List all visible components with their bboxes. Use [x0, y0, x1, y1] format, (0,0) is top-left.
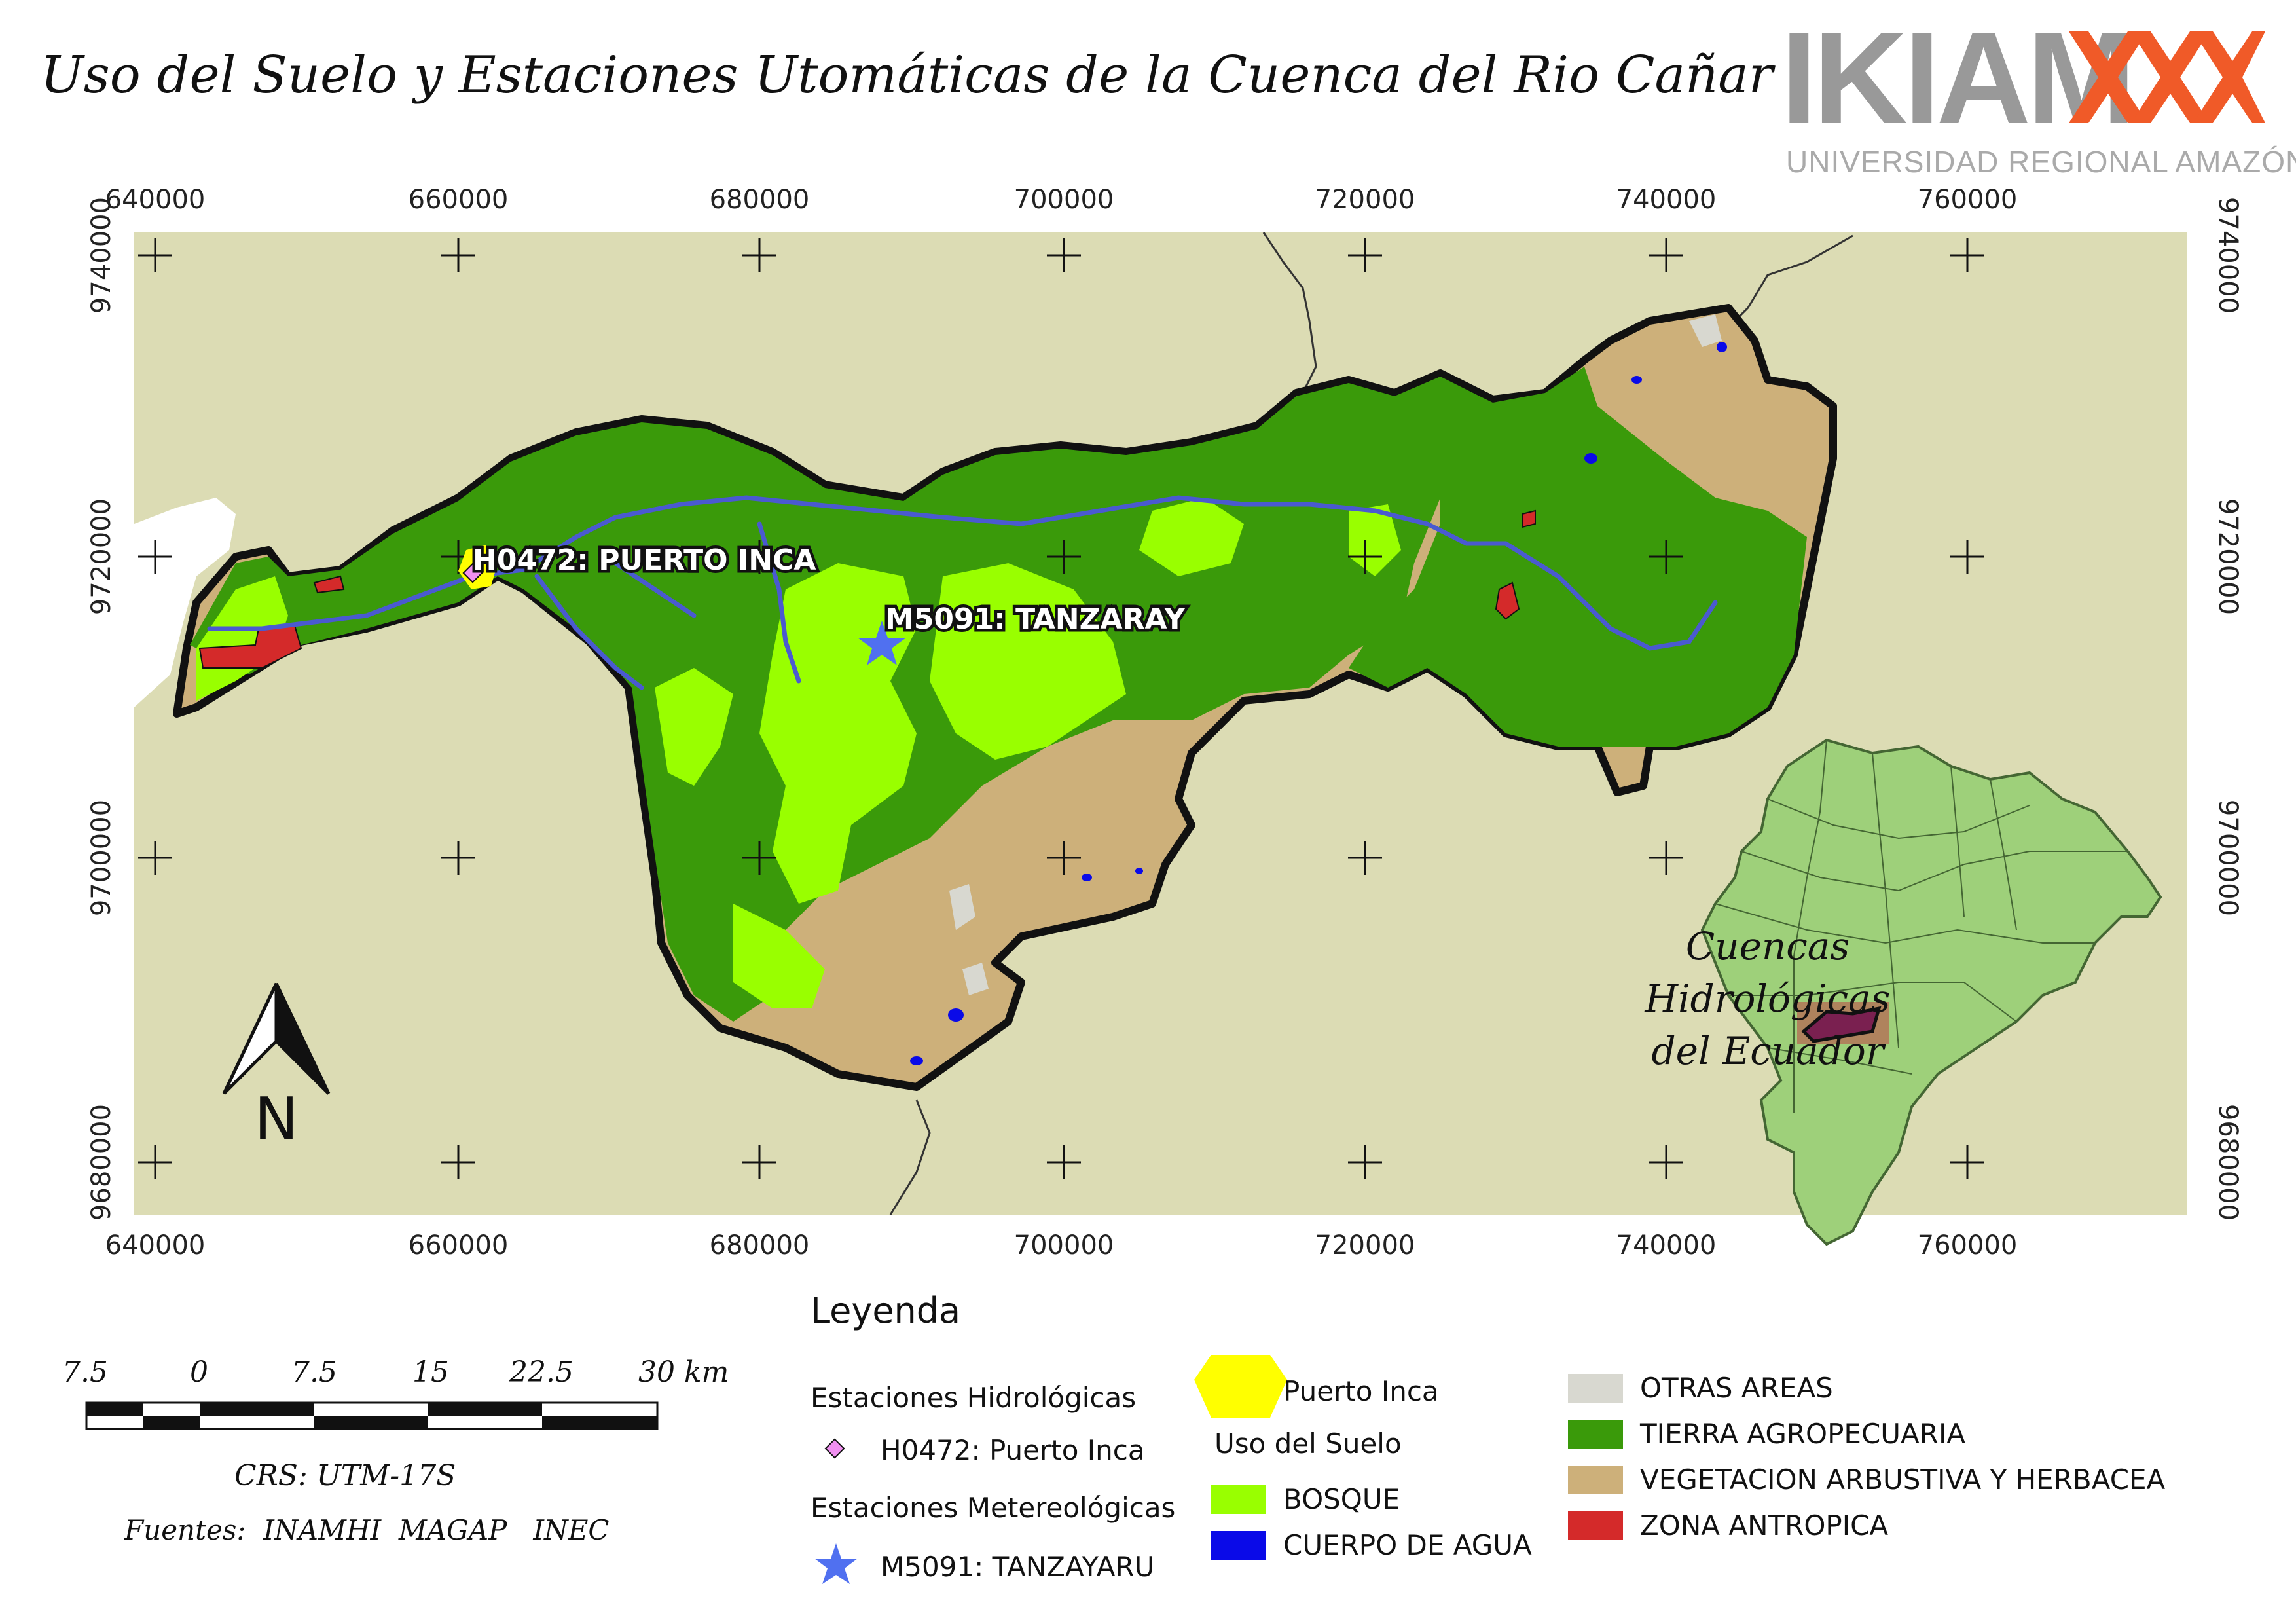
legend-swatch-agro: [1568, 1420, 1623, 1449]
y-tick-left-label: 9680000: [86, 1104, 117, 1221]
legend-land-use-group: Uso del Suelo: [1214, 1428, 1402, 1460]
brand-subtitle: UNIVERSIDAD REGIONAL AMAZÓNICA: [1786, 145, 2296, 179]
station-hydro-marker: [458, 545, 498, 589]
legend-swatch-bosque: [1211, 1485, 1266, 1514]
x-tick-top-label: 720000: [1315, 185, 1415, 215]
inset-ecuador-map: [1700, 738, 2162, 1246]
scale-label-1: 0: [190, 1356, 208, 1389]
scale-label-4: 22.5: [509, 1356, 574, 1389]
legend-meteo-item: M5091: TANZAYARU: [881, 1551, 1155, 1583]
x-tick-bottom-label: 760000: [1918, 1230, 2018, 1261]
legend-meteo-marker-icon: [814, 1543, 858, 1584]
scale-label-0: 7.5: [62, 1356, 108, 1389]
north-label: N: [254, 1085, 298, 1154]
x-tick-bottom-label: 740000: [1616, 1230, 1717, 1261]
y-tick-right-label: 9740000: [2213, 197, 2243, 314]
inset-title-line-2: Hidrológicas: [1645, 976, 1891, 1021]
inset-title-line-1: Cuencas: [1686, 924, 1850, 969]
scale-label-2: 7.5: [291, 1356, 337, 1389]
x-tick-top-label: 660000: [409, 185, 509, 215]
station-meteo-marker: [858, 621, 906, 665]
legend-label-otras: OTRAS AREAS: [1640, 1372, 1833, 1404]
station-hydro-label: H0472: PUERTO INCA: [473, 544, 816, 577]
x-tick-top-label: 700000: [1014, 185, 1114, 215]
y-ticks-left: 9740000 9720000 9700000 9680000: [86, 197, 117, 1221]
sea-area: [134, 498, 236, 707]
y-tick-right-label: 9700000: [2213, 800, 2243, 916]
legend-label-agua: CUERPO DE AGUA: [1283, 1529, 1532, 1561]
map-title: Uso del Suelo y Estaciones Utomáticas de…: [41, 46, 1774, 105]
x-ticks-bottom: 640000 660000 680000 700000 720000 740000 7600…: [105, 1230, 2018, 1261]
x-tick-top-label: 740000: [1616, 185, 1717, 215]
station-meteo-label: M5091: TANZARAY: [885, 602, 1186, 636]
y-tick-right-label: 9720000: [2213, 498, 2243, 615]
legend-title: Leyenda: [811, 1290, 961, 1331]
scale-label-5: 30 km: [638, 1356, 729, 1389]
legend-swatch-veg: [1568, 1466, 1623, 1494]
legend-hydro-item: H0472: Puerto Inca: [881, 1434, 1145, 1466]
x-tick-top-label: 760000: [1918, 185, 2018, 215]
legend-label-bosque: BOSQUE: [1283, 1483, 1400, 1515]
water-bodies: [910, 342, 1727, 1065]
inset-title-line-3: del Ecuador: [1652, 1029, 1886, 1073]
x-tick-bottom-label: 680000: [710, 1230, 810, 1261]
scale-label-3: 15: [412, 1356, 449, 1389]
legend-label-agro: TIERRA AGROPECUARIA: [1640, 1418, 1966, 1450]
legend-label-antropica: ZONA ANTROPICA: [1640, 1509, 1889, 1541]
x-ticks-top: 640000 660000 680000 700000 720000 740000 7600…: [105, 185, 2018, 215]
legend-swatch-antropica: [1568, 1511, 1623, 1540]
x-tick-top-label: 680000: [710, 185, 810, 215]
legend-swatch-otras: [1568, 1374, 1623, 1403]
north-arrow-icon: [222, 982, 331, 1095]
y-tick-left-label: 9700000: [86, 800, 117, 916]
brand-mark-icon: [2069, 31, 2265, 123]
other-areas: [949, 314, 1722, 995]
crs-label: CRS: UTM-17S: [234, 1459, 456, 1492]
legend-hydro-group: Estaciones Hidrológicas: [811, 1382, 1137, 1414]
y-tick-right-label: 9680000: [2213, 1104, 2243, 1221]
x-tick-bottom-label: 720000: [1315, 1230, 1415, 1261]
legend-area-icon: [1194, 1355, 1287, 1418]
y-ticks-right: 9740000 9720000 9700000 9680000: [2213, 197, 2243, 1221]
urban-zones: [198, 509, 1536, 669]
x-tick-top-label: 640000: [105, 185, 206, 215]
y-tick-left-label: 9740000: [86, 197, 117, 314]
y-tick-left-label: 9720000: [86, 498, 117, 615]
legend-area-item: Puerto Inca: [1283, 1375, 1439, 1407]
legend-meteo-group: Estaciones Metereológicas: [811, 1492, 1176, 1524]
legend-label-veg: VEGETACION ARBUSTIVA Y HERBACEA: [1640, 1464, 2166, 1496]
x-tick-bottom-label: 660000: [409, 1230, 509, 1261]
ikiam-logo: IKIAM UNIVERSIDAD REGIONAL AMAZÓNICA: [1781, 13, 2296, 179]
scale-bar: [85, 1401, 659, 1430]
sources-label: Fuentes: INAMHI MAGAP INEC: [124, 1514, 610, 1546]
x-tick-bottom-label: 700000: [1014, 1230, 1114, 1261]
legend-hydro-marker-icon: [824, 1438, 845, 1459]
legend-swatch-agua: [1211, 1531, 1266, 1560]
x-tick-bottom-label: 640000: [105, 1230, 206, 1261]
